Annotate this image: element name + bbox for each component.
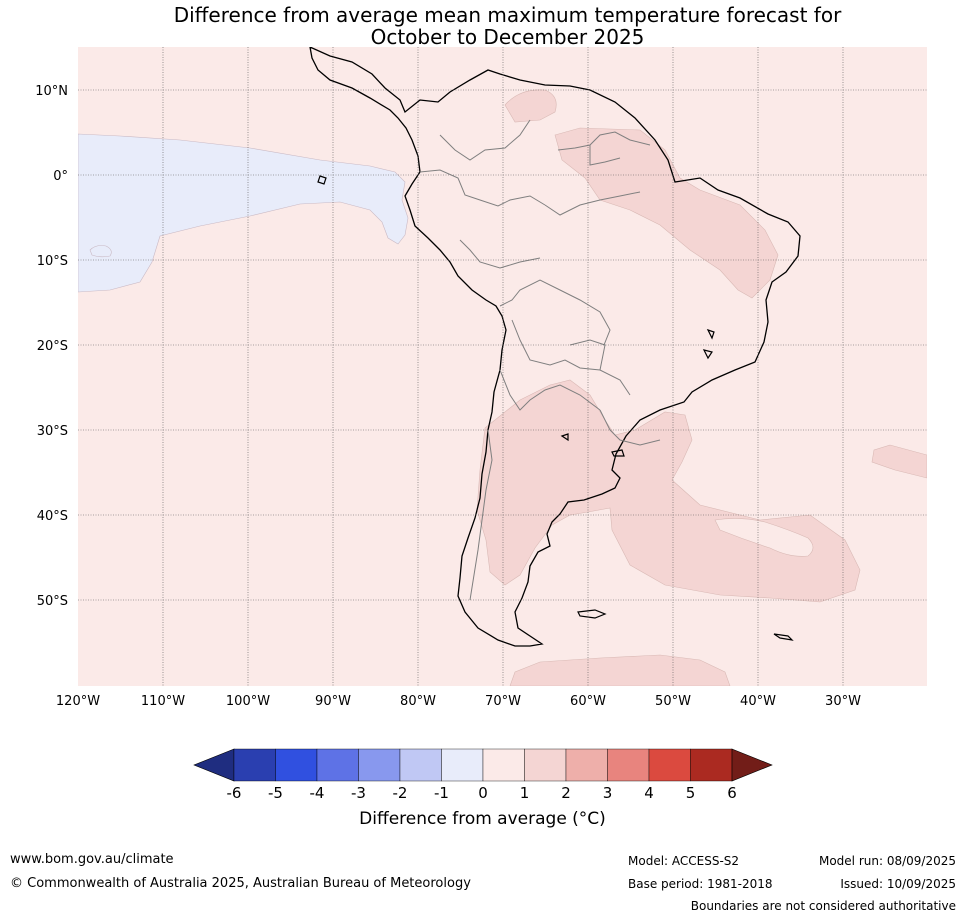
colorbar-tick-label: 3: [603, 784, 613, 802]
colorbar-segment: [524, 748, 567, 782]
footer-model: Model: ACCESS-S2: [628, 854, 740, 868]
colorbar-segment: [358, 748, 401, 782]
colorbar-segment: [316, 748, 359, 782]
colorbar-tick-label: 5: [686, 784, 696, 802]
country-borders: [419, 119, 661, 601]
colorbar-segment: [233, 748, 276, 782]
lon-label-30w: 30°W: [825, 694, 861, 709]
colorbar-segment: [648, 748, 691, 782]
colorbar-tick-label: 0: [478, 784, 488, 802]
colorbar-segment: [399, 748, 442, 782]
graticule: [78, 47, 927, 686]
lon-label-50w: 50°W: [655, 694, 691, 709]
chart-title-line2: October to December 2025: [370, 25, 645, 49]
lon-label-60w: 60°W: [570, 694, 606, 709]
colorbar-segment: [482, 748, 525, 782]
cool-anomaly-blob: [89, 245, 112, 258]
lat-label-40s: 40°S: [37, 509, 68, 524]
warm-anomaly-atlantic-east: [871, 444, 927, 479]
footer-model-run: Model run: 08/09/2025: [818, 854, 956, 868]
lon-label-70w: 70°W: [485, 694, 521, 709]
lon-label-110w: 110°W: [141, 694, 185, 709]
colorbar-tick-label: -3: [351, 784, 366, 802]
colorbar-tick-label: -4: [310, 784, 325, 802]
footer-base-period: Base period: 1981-2018: [628, 877, 773, 891]
lon-label-120w: 120°W: [56, 694, 100, 709]
lon-label-80w: 80°W: [400, 694, 436, 709]
warm-anomaly-amazon: [554, 127, 779, 299]
colorbar-tick-label: 4: [644, 784, 654, 802]
colorbar-segment: [565, 748, 608, 782]
colorbar-tick-label: 1: [520, 784, 530, 802]
lon-label-40w: 40°W: [740, 694, 776, 709]
colorbar-tick-label: 2: [561, 784, 571, 802]
colorbar-extend-high: [731, 748, 773, 782]
warm-anomaly-hole: [714, 518, 814, 557]
lat-label-50s: 50°S: [37, 594, 68, 609]
colorbar-segment: [607, 748, 650, 782]
colorbar: -6 -5 -4 -3 -2 -1 0 1 2 3 4 5 6: [193, 748, 773, 802]
south-america-coastline: [309, 47, 801, 647]
islands: [317, 175, 794, 641]
lat-label-0: 0°: [53, 169, 68, 184]
colorbar-segment: [275, 748, 318, 782]
colorbar-tick-label: -1: [434, 784, 449, 802]
warm-anomaly-bottom: [509, 654, 731, 686]
colorbar-segment: [690, 748, 733, 782]
colorbar-tick-label: -5: [268, 784, 283, 802]
colorbar-tick-label: 6: [727, 784, 737, 802]
chart-title: Difference from average mean maximum tem…: [0, 4, 965, 48]
colorbar-tick-label: -6: [227, 784, 242, 802]
lon-label-90w: 90°W: [315, 694, 351, 709]
lat-label-30s: 30°S: [37, 424, 68, 439]
cool-anomaly-region: [78, 133, 409, 293]
warm-anomaly-north: [504, 89, 557, 123]
footer-copyright: © Commonwealth of Australia 2025, Austra…: [10, 876, 471, 891]
lat-label-20s: 20°S: [37, 339, 68, 354]
footer-url: www.bom.gov.au/climate: [10, 852, 174, 867]
colorbar-title: Difference from average (°C): [359, 809, 606, 829]
colorbar-tick-label: -2: [393, 784, 408, 802]
colorbar-segment: [441, 748, 484, 782]
footer-issued: Issued: 10/09/2025: [840, 877, 956, 891]
lat-label-10s: 10°S: [37, 254, 68, 269]
footer-boundaries-note: Boundaries are not considered authoritat…: [690, 899, 956, 913]
lon-label-100w: 100°W: [226, 694, 270, 709]
colorbar-extend-low: [193, 748, 235, 782]
lat-label-10n: 10°N: [35, 84, 68, 99]
chart-title-line1: Difference from average mean maximum tem…: [173, 3, 842, 27]
